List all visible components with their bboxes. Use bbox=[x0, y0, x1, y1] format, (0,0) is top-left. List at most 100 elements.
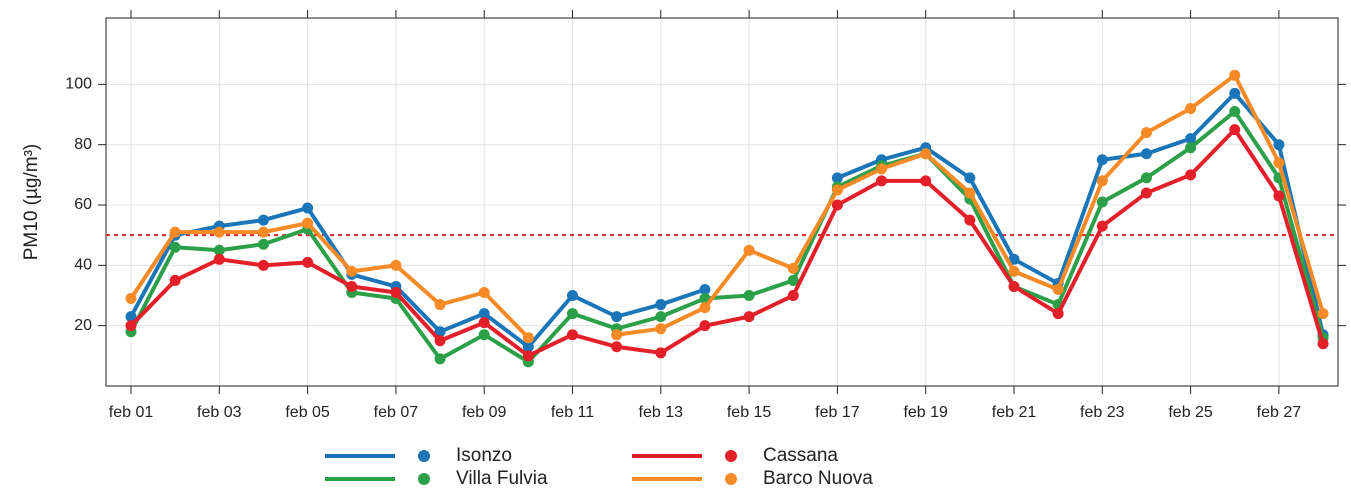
x-tick-label: feb 01 bbox=[109, 404, 154, 421]
legend-label: Villa Fulvia bbox=[456, 468, 548, 488]
series-point bbox=[920, 148, 932, 160]
legend-label: Barco Nuova bbox=[763, 468, 873, 488]
series-point bbox=[1140, 172, 1152, 184]
y-tick-label: 60 bbox=[74, 196, 92, 213]
series-point bbox=[831, 184, 843, 196]
series-point bbox=[1229, 106, 1241, 118]
series-point bbox=[213, 253, 225, 265]
series-point bbox=[434, 326, 446, 338]
series-point bbox=[125, 293, 137, 305]
series-point bbox=[1096, 175, 1108, 187]
series-point bbox=[831, 172, 843, 184]
series-point bbox=[213, 226, 225, 238]
series-point bbox=[390, 259, 402, 271]
series-point bbox=[1317, 338, 1329, 350]
x-tick-label: feb 07 bbox=[374, 404, 419, 421]
series-point bbox=[699, 302, 711, 314]
series-point bbox=[787, 274, 799, 286]
series-point bbox=[169, 274, 181, 286]
series-point bbox=[699, 283, 711, 295]
series-point bbox=[1140, 127, 1152, 139]
y-axis-label: PM10 (µg/m³) bbox=[21, 144, 42, 261]
series-point bbox=[876, 175, 888, 187]
series-point bbox=[522, 332, 534, 344]
y-tick-label: 80 bbox=[74, 136, 92, 153]
series-point bbox=[257, 226, 269, 238]
x-tick-label: feb 17 bbox=[815, 404, 860, 421]
x-tick-label: feb 03 bbox=[197, 404, 242, 421]
series-point bbox=[964, 214, 976, 226]
series-point bbox=[1008, 280, 1020, 292]
series-point bbox=[522, 350, 534, 362]
series-point bbox=[1273, 139, 1285, 151]
legend-dot bbox=[418, 450, 430, 462]
series-point bbox=[787, 290, 799, 302]
series-line bbox=[129, 109, 1325, 364]
plot-frame bbox=[105, 17, 1339, 387]
y-tick-label: 100 bbox=[65, 76, 92, 93]
series-point bbox=[302, 256, 314, 268]
series-point bbox=[257, 214, 269, 226]
x-tick-label: feb 21 bbox=[992, 404, 1037, 421]
x-tick-label: feb 13 bbox=[639, 404, 684, 421]
series-point bbox=[169, 241, 181, 253]
series-point bbox=[346, 280, 358, 292]
series-point bbox=[1185, 102, 1197, 114]
series-point bbox=[1096, 220, 1108, 232]
series-point bbox=[478, 317, 490, 329]
series-point bbox=[567, 329, 578, 341]
series-point bbox=[876, 163, 888, 175]
series-point bbox=[1140, 148, 1152, 160]
y-tick-label: 40 bbox=[74, 257, 92, 274]
series-point bbox=[1273, 190, 1285, 202]
series-point bbox=[567, 290, 578, 302]
series-point bbox=[346, 265, 358, 277]
series-point bbox=[655, 299, 667, 311]
legend-label: Isonzo bbox=[456, 445, 512, 466]
x-tick-label: feb 23 bbox=[1080, 404, 1125, 421]
series-point bbox=[1229, 124, 1241, 136]
series-point bbox=[1229, 87, 1241, 99]
series-point bbox=[434, 299, 446, 311]
series-point bbox=[125, 311, 137, 323]
x-tick-label: feb 19 bbox=[903, 404, 948, 421]
series-point bbox=[125, 320, 137, 332]
series-line bbox=[129, 206, 706, 349]
series-point bbox=[1317, 308, 1329, 320]
series-point bbox=[1140, 187, 1152, 199]
x-tick-label: feb 27 bbox=[1257, 404, 1302, 421]
series-point bbox=[1185, 142, 1197, 154]
series-point bbox=[743, 244, 755, 256]
series-point bbox=[302, 217, 314, 229]
series-point bbox=[567, 308, 578, 320]
series-point bbox=[1185, 169, 1197, 181]
series-point bbox=[1273, 157, 1285, 169]
series-point bbox=[213, 244, 225, 256]
series-point bbox=[655, 347, 667, 359]
series-point bbox=[611, 329, 623, 341]
series-point bbox=[169, 226, 181, 238]
series-point bbox=[920, 175, 932, 187]
series-point bbox=[1052, 283, 1064, 295]
series-point bbox=[257, 259, 269, 271]
series-point bbox=[1008, 253, 1020, 265]
y-tick-label: 20 bbox=[74, 317, 92, 334]
series-point bbox=[831, 199, 843, 211]
series-point bbox=[522, 341, 534, 353]
series-point bbox=[787, 262, 799, 274]
series-line bbox=[836, 91, 1325, 336]
series-point bbox=[1052, 308, 1064, 320]
series-point bbox=[390, 286, 402, 298]
series-point bbox=[1096, 154, 1108, 166]
series-point bbox=[257, 238, 269, 250]
x-tick-label: feb 05 bbox=[285, 404, 330, 421]
series-point bbox=[478, 308, 490, 320]
x-tick-label: feb 25 bbox=[1168, 404, 1213, 421]
x-tick-label: feb 15 bbox=[727, 404, 772, 421]
series-point bbox=[1096, 196, 1108, 208]
series-line bbox=[129, 127, 1325, 358]
legend-dot bbox=[418, 473, 430, 485]
series-point bbox=[964, 172, 976, 184]
series-point bbox=[434, 335, 446, 347]
series-point bbox=[964, 187, 976, 199]
